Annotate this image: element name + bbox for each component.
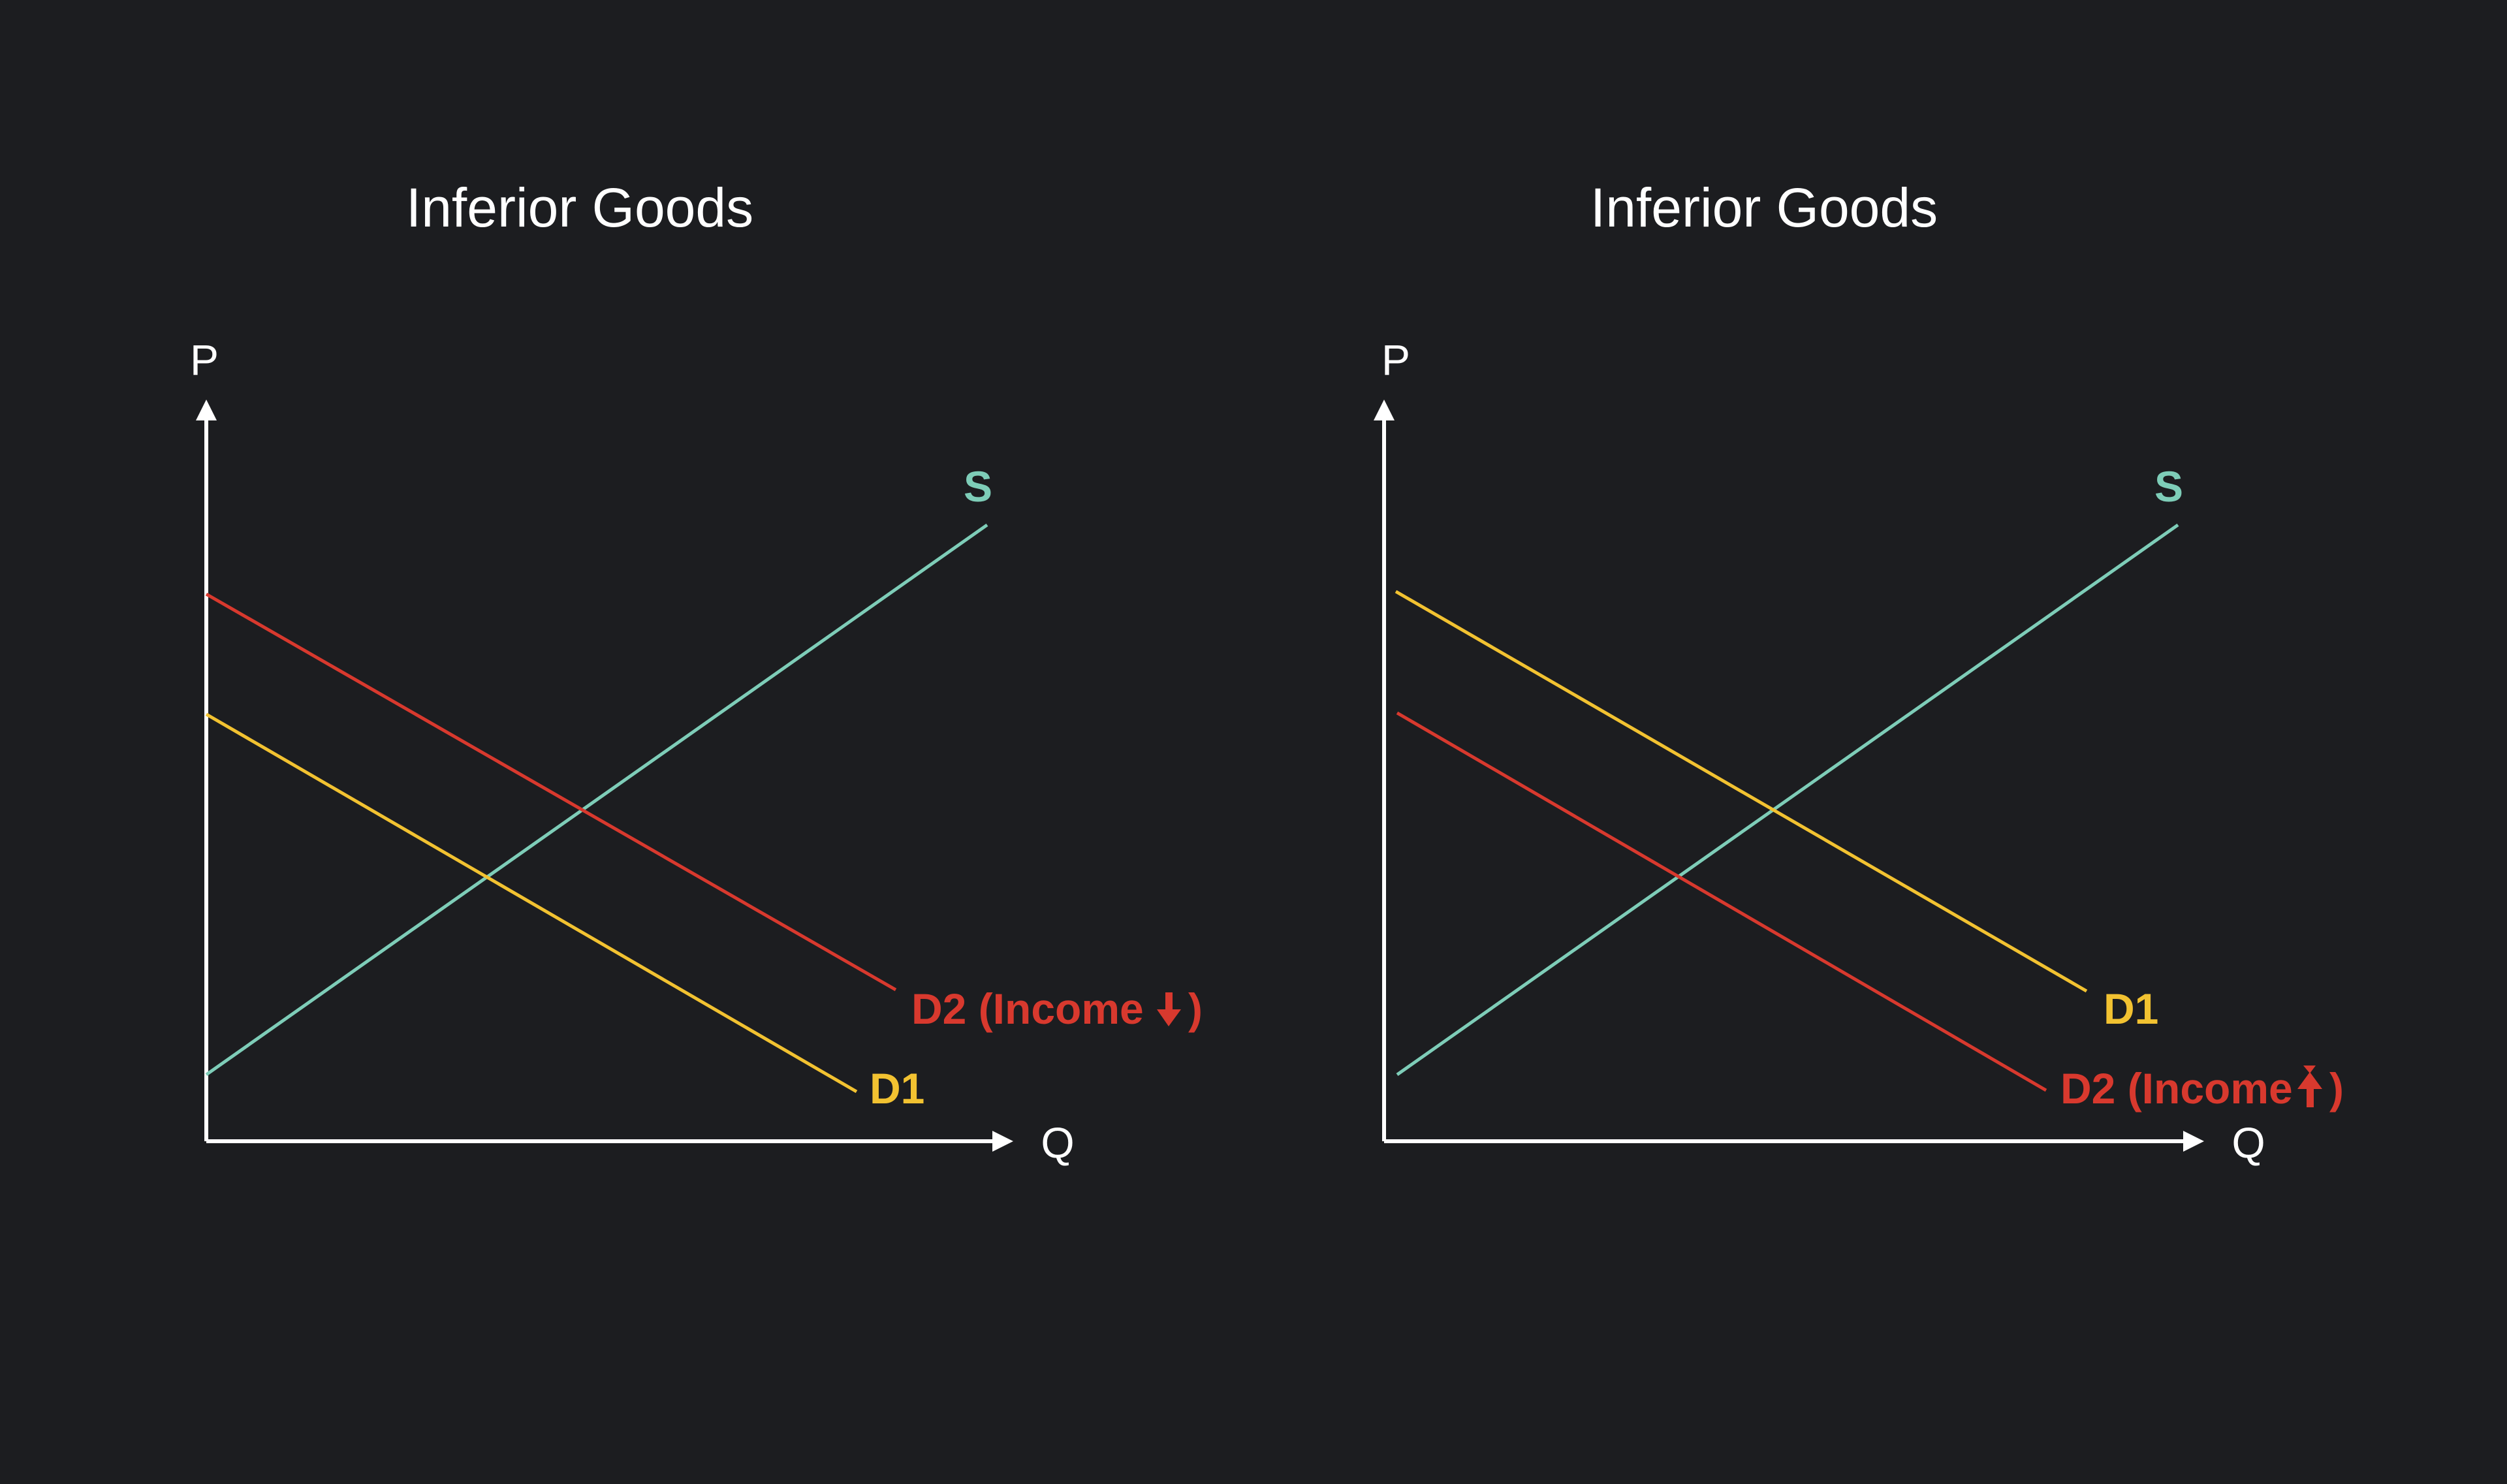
demand-d2-label-close: ) — [1188, 985, 1203, 1033]
demand-d1-label: D1 — [870, 1064, 924, 1113]
y-axis-label: P — [1381, 336, 1410, 384]
y-axis-arrow-icon — [196, 400, 217, 420]
demand-curve-d2 — [205, 592, 897, 992]
supply-label: S — [964, 462, 992, 511]
supply-curve — [1396, 523, 2179, 1077]
x-axis-label: Q — [1041, 1118, 1074, 1167]
y-axis-arrow-icon — [1374, 400, 1395, 420]
demand-curve-d1 — [205, 712, 858, 1094]
demand-d2-label-close: ) — [2329, 1064, 2344, 1113]
demand-d1-label: D1 — [2104, 985, 2158, 1033]
up-arrow-icon — [2297, 1066, 2322, 1107]
x-axis-arrow-icon — [992, 1131, 1013, 1152]
y-axis-label: P — [190, 336, 219, 384]
demand-curve-d2 — [1396, 711, 2047, 1092]
diagram-title: Inferior Goods — [406, 177, 753, 238]
diagram-right: Inferior Goods P Q S D1 D2 (Income ) — [1374, 177, 2344, 1167]
demand-curve-d1 — [1395, 590, 2088, 993]
x-axis-arrow-icon — [2183, 1131, 2204, 1152]
supply-curve — [205, 523, 988, 1077]
demand-d2-label: D2 (Income — [911, 985, 1144, 1033]
down-arrow-icon — [1157, 992, 1181, 1026]
axes — [204, 418, 992, 1143]
diagram-left: Inferior Goods P Q S D1 D2 (Income ) — [190, 177, 1203, 1167]
demand-d2-label: D2 (Income — [2060, 1064, 2293, 1113]
axes — [1382, 418, 2183, 1143]
diagram-title: Inferior Goods — [1590, 177, 1938, 238]
supply-label: S — [2154, 462, 2183, 511]
x-axis-label: Q — [2231, 1118, 2265, 1167]
